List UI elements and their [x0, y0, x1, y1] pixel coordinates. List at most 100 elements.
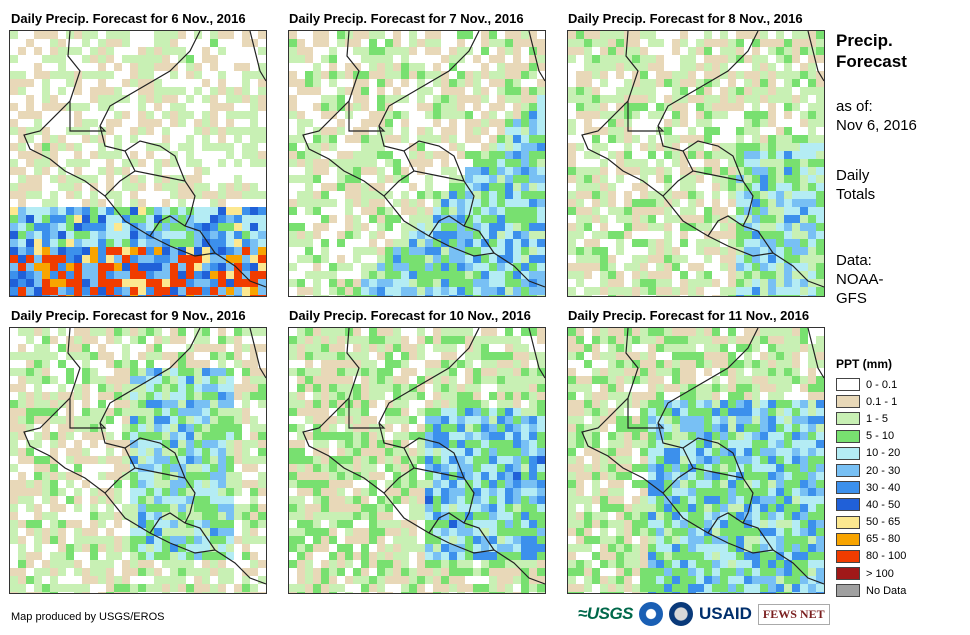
precip-cell [792, 287, 800, 295]
precip-cell [26, 295, 34, 296]
precip-cell [106, 135, 114, 143]
precip-cell [393, 352, 401, 360]
precip-cell [473, 127, 481, 135]
precip-cell [122, 424, 130, 432]
precip-cell [130, 592, 138, 593]
precip-cell [425, 103, 433, 111]
precip-cell [106, 55, 114, 63]
precip-cell [130, 191, 138, 199]
precip-cell [66, 448, 74, 456]
precip-cell [90, 376, 98, 384]
precip-cell [321, 440, 329, 448]
precip-cell [34, 456, 42, 464]
precip-cell [74, 231, 82, 239]
precip-cell [122, 39, 130, 47]
precip-cell [433, 328, 441, 336]
precip-cell [449, 295, 457, 296]
precip-cell [194, 584, 202, 592]
precip-cell [186, 520, 194, 528]
precip-cell [202, 159, 210, 167]
precip-cell [377, 159, 385, 167]
precip-cell [600, 295, 608, 296]
precip-cell [98, 295, 106, 296]
precip-cell [688, 207, 696, 215]
precip-cell [258, 39, 266, 47]
precip-cell [744, 183, 752, 191]
precip-cell [784, 287, 792, 295]
precip-cell [218, 127, 226, 135]
precip-cell [433, 408, 441, 416]
precip-cell [194, 175, 202, 183]
precip-cell [18, 167, 26, 175]
precip-cell [696, 87, 704, 95]
precip-cell [194, 544, 202, 552]
precip-cell [784, 127, 792, 135]
precip-cell [656, 87, 664, 95]
precip-cell [584, 239, 592, 247]
precip-cell [377, 287, 385, 295]
precip-cell [146, 135, 154, 143]
precip-cell [481, 416, 489, 424]
precip-cell [138, 336, 146, 344]
precip-cell [808, 247, 816, 255]
precip-cell [393, 63, 401, 71]
precip-cell [664, 119, 672, 127]
precip-cell [513, 464, 521, 472]
precip-cell [441, 328, 449, 336]
precip-cell [114, 392, 122, 400]
precip-cell [513, 87, 521, 95]
precip-cell [18, 79, 26, 87]
precip-cell [409, 392, 417, 400]
precip-cell [34, 496, 42, 504]
precip-cell [289, 432, 297, 440]
precip-cell [250, 215, 258, 223]
precip-cell [648, 247, 656, 255]
precip-cell [600, 231, 608, 239]
precip-cell [202, 336, 210, 344]
precip-cell [465, 255, 473, 263]
precip-cell [409, 279, 417, 287]
precip-cell [194, 552, 202, 560]
precip-cell [760, 167, 768, 175]
precip-cell [313, 400, 321, 408]
precip-cell [505, 400, 513, 408]
precip-cell [672, 287, 680, 295]
precip-cell [50, 536, 58, 544]
precip-cell [90, 360, 98, 368]
precip-cell [425, 87, 433, 95]
precip-cell [425, 368, 433, 376]
precip-cell [497, 279, 505, 287]
precip-cell [489, 416, 497, 424]
precip-cell [353, 175, 361, 183]
precip-cell [640, 111, 648, 119]
precip-cell [218, 199, 226, 207]
precip-cell [202, 87, 210, 95]
precip-cell [170, 255, 178, 263]
precip-cell [433, 295, 441, 296]
precip-cell [170, 231, 178, 239]
precip-cell [170, 384, 178, 392]
precip-cell [393, 255, 401, 263]
precip-cell [313, 175, 321, 183]
precip-cell [800, 215, 808, 223]
precip-cell [608, 135, 616, 143]
precip-cell [329, 39, 337, 47]
precip-cell [337, 135, 345, 143]
precip-cell [50, 143, 58, 151]
precip-cell [178, 424, 186, 432]
precip-cell [210, 63, 218, 71]
precip-cell [369, 376, 377, 384]
precip-cell [489, 199, 497, 207]
precip-cell [760, 127, 768, 135]
precip-cell [258, 576, 266, 584]
precip-cell [210, 119, 218, 127]
precip-cell [10, 544, 18, 552]
precip-cell [632, 239, 640, 247]
precip-cell [202, 119, 210, 127]
precip-cell [361, 159, 369, 167]
precip-cell [337, 31, 345, 39]
precip-cell [409, 55, 417, 63]
precip-cell [529, 472, 537, 480]
precip-cell [760, 287, 768, 295]
precip-cell [305, 79, 313, 87]
